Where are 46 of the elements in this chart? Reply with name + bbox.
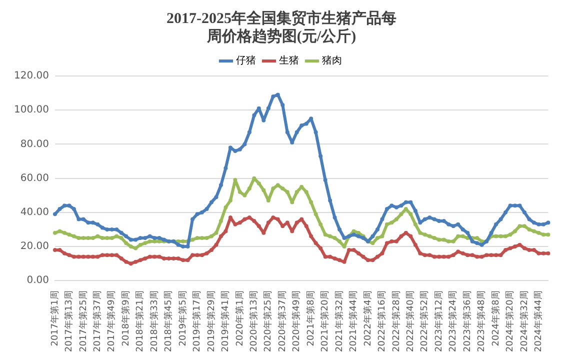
x-tick-label: 2021年第20周 <box>320 290 331 352</box>
x-tick-label: 2020年第25周 <box>262 290 274 352</box>
x-tick-label: 2018年第21周 <box>134 290 146 352</box>
x-tick-label: 2020年第49周 <box>291 290 302 352</box>
x-tick-label: 2021年第32周 <box>334 290 345 352</box>
x-tick-label: 2019年第41周 <box>220 290 232 352</box>
x-tick-label: 2019年第29周 <box>206 290 217 352</box>
x-tick-label: 2017年第1周 <box>49 290 60 346</box>
x-tick-label: 2024年第8周 <box>490 290 502 346</box>
x-tick-label: 2020年第13周 <box>248 290 260 352</box>
x-tick-label: 2018年第9周 <box>120 290 132 346</box>
x-tick-label: 2017年第13周 <box>64 290 75 352</box>
x-tick-label: 2022年第52周 <box>419 290 430 352</box>
x-tick-label: 2023年第24周 <box>448 290 459 352</box>
x-tick-label: 2021年第44周 <box>348 290 360 352</box>
x-tick-label: 2018年第33周 <box>148 290 160 352</box>
x-tick-label: 2023年第48周 <box>476 290 488 352</box>
x-tick-label: 2017年第49周 <box>106 290 118 352</box>
x-tick-label: 2022年第4周 <box>362 290 374 346</box>
y-tick-label: 80.00 <box>20 138 49 150</box>
chart-title: 2017-2025年全国集贸市生猪产品每周价格趋势图(元/公斤) <box>166 8 396 45</box>
x-tick-label: 2020年第37周 <box>276 290 288 352</box>
x-tick-label: 2024年第44周 <box>533 290 544 352</box>
x-tick-label: 2018年第45周 <box>163 290 174 352</box>
legend-label: 生猪 <box>279 54 299 67</box>
y-tick-label: 100.00 <box>14 104 49 116</box>
x-tick-label: 2024年第32周 <box>518 290 530 352</box>
x-tick-label: 2017年第25周 <box>78 290 89 352</box>
y-tick-label: 60.00 <box>20 172 49 184</box>
x-tick-label: 2022年第16周 <box>376 290 388 352</box>
x-tick-label: 2023年第36周 <box>462 290 473 352</box>
y-tick-label: 120.00 <box>14 70 49 82</box>
x-tick-label: 2022年第40周 <box>405 290 416 352</box>
x-tick-label: 2017年第37周 <box>92 290 104 352</box>
x-tick-label: 2024年第20周 <box>504 290 516 352</box>
x-tick-label: 2021年第8周 <box>305 290 316 346</box>
x-tick-label: 2019年第5周 <box>177 290 188 346</box>
x-tick-label: 2022年第28周 <box>390 290 402 352</box>
x-tick-label: 2020年第1周 <box>234 290 246 346</box>
legend-label: 猪肉 <box>322 54 342 67</box>
y-tick-label: 0.00 <box>26 275 49 286</box>
x-tick-label: 2023年第12周 <box>433 290 444 352</box>
y-tick-label: 40.00 <box>20 207 49 218</box>
x-tick-label: 2019年第17周 <box>192 290 203 352</box>
y-tick-label: 20.00 <box>20 241 49 252</box>
legend-label: 仔猪 <box>236 54 256 67</box>
